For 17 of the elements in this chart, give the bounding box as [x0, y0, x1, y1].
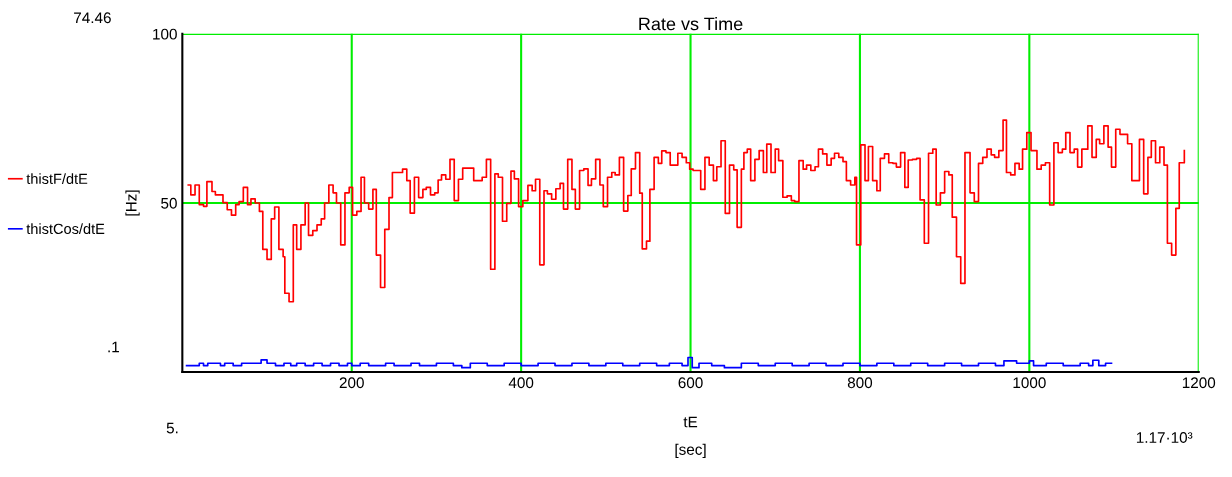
- x-axis-title: tE [sec]: [675, 416, 706, 458]
- x-tick-label: 200: [339, 377, 364, 389]
- x-tick-label: 400: [508, 377, 534, 389]
- legend-label: thistF/dtE: [26, 173, 88, 184]
- chart-title: Rate vs Time: [639, 17, 743, 31]
- y-tick-label: 100: [153, 28, 177, 40]
- text: 5.: [166, 422, 178, 434]
- y-axis-title: [Hz]: [125, 190, 140, 216]
- x-tick-label: 800: [847, 377, 873, 389]
- legend-label: thistCos/dtE: [26, 223, 105, 235]
- x-tick-label: 1000: [1013, 377, 1046, 389]
- text: 74.46: [74, 12, 111, 24]
- x-tick-label: 600: [678, 377, 703, 389]
- x-tick-label: 1200: [1182, 377, 1216, 389]
- text: .1: [108, 341, 119, 353]
- text: 1.17·10³: [1136, 432, 1193, 443]
- y-tick-label: 50: [161, 197, 177, 209]
